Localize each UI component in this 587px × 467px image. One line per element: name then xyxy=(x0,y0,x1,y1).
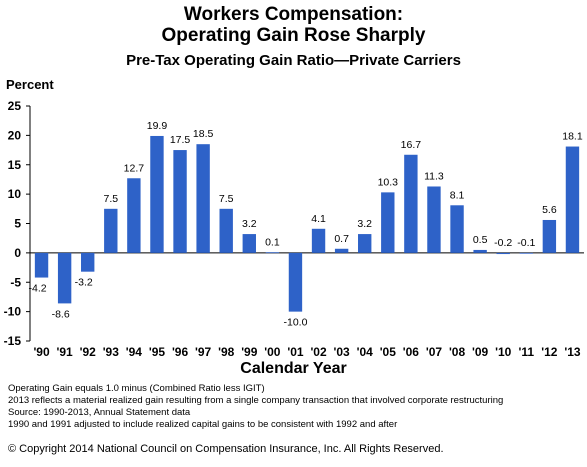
data-label: 16.7 xyxy=(401,139,422,151)
x-tick-label: '91 xyxy=(57,345,74,359)
data-label: 10.3 xyxy=(378,176,399,188)
x-tick-label: '97 xyxy=(195,345,212,359)
x-tick-label: '98 xyxy=(218,345,235,359)
copyright-notice: © Copyright 2014 National Council on Com… xyxy=(8,443,444,455)
bar xyxy=(173,150,187,253)
x-tick-label: '07 xyxy=(426,345,443,359)
footnote-4: 1990 and 1991 adjusted to include realiz… xyxy=(8,419,398,430)
x-tick-label: '11 xyxy=(519,345,535,359)
data-label: 19.9 xyxy=(147,120,168,132)
y-axis-label: Percent xyxy=(6,77,54,92)
y-tick-label: -10 xyxy=(4,305,22,319)
data-label: -3.2 xyxy=(75,277,93,289)
bar xyxy=(219,208,233,253)
bar xyxy=(519,252,533,254)
data-label: -0.1 xyxy=(517,237,535,249)
bar xyxy=(542,219,557,253)
data-label: 0.7 xyxy=(334,233,349,245)
data-label: 3.2 xyxy=(357,218,372,230)
x-tick-label: '01 xyxy=(287,345,304,359)
data-label: 18.1 xyxy=(562,131,583,143)
bar xyxy=(450,205,464,253)
bar xyxy=(288,252,303,312)
data-label: -0.2 xyxy=(494,237,512,249)
data-label: 0.1 xyxy=(265,236,280,248)
x-tick-label: '05 xyxy=(380,345,397,359)
bar xyxy=(427,186,441,253)
y-tick-label: 15 xyxy=(8,158,22,172)
bar xyxy=(57,252,72,304)
bar xyxy=(565,146,580,253)
y-tick-label: -15 xyxy=(4,334,22,348)
bar xyxy=(34,252,49,278)
x-tick-label: '99 xyxy=(241,345,258,359)
bar xyxy=(381,192,395,253)
data-label: -10.0 xyxy=(283,317,307,329)
data-label: 17.5 xyxy=(170,134,191,146)
bar-chart: 25 20 15 10 5 0 -5 -10 -15 -4.2 '90 -8.6 '91 -3.2 '92 7… xyxy=(4,99,584,359)
data-label: 7.5 xyxy=(103,193,118,205)
data-label: 12.7 xyxy=(124,162,145,174)
bar xyxy=(104,208,118,253)
x-tick-label: '92 xyxy=(80,345,97,359)
data-label: 5.6 xyxy=(542,204,557,216)
bar xyxy=(242,234,256,253)
x-tick-label: '06 xyxy=(403,345,420,359)
x-tick-label: '03 xyxy=(334,345,351,359)
x-tick-label: '08 xyxy=(449,345,466,359)
x-tick-label: '94 xyxy=(126,345,143,359)
chart-title-line2: Operating Gain Rose Sharply xyxy=(161,25,426,46)
x-tick-label: '90 xyxy=(33,345,50,359)
x-axis-label: Calendar Year xyxy=(240,360,347,377)
footnote-2: 2013 reflects a material realized gain r… xyxy=(8,395,504,406)
data-label: -8.6 xyxy=(52,308,70,320)
y-tick-label: 25 xyxy=(8,99,22,113)
x-tick-label: '02 xyxy=(310,345,327,359)
y-tick-label: 20 xyxy=(8,128,22,142)
x-tick-label: '04 xyxy=(357,345,374,359)
x-tick-label: '10 xyxy=(495,345,512,359)
bar xyxy=(496,252,510,255)
bar xyxy=(81,252,95,272)
data-label: 3.2 xyxy=(242,218,257,230)
x-tick-label: '09 xyxy=(472,345,489,359)
bar xyxy=(473,249,487,253)
data-label: 8.1 xyxy=(450,189,465,201)
bar xyxy=(196,144,210,253)
footnote-3: Source: 1990-2013, Annual Statement data xyxy=(8,407,191,418)
bar xyxy=(265,252,280,254)
data-label: 0.5 xyxy=(473,234,488,246)
y-tick-label: 0 xyxy=(14,246,21,260)
y-tick-label: 5 xyxy=(14,217,21,231)
x-tick-label: '93 xyxy=(103,345,120,359)
bar xyxy=(404,154,418,253)
chart-subtitle: Pre-Tax Operating Gain Ratio—Private Car… xyxy=(126,52,461,69)
bar xyxy=(358,234,372,253)
y-tick-label: 10 xyxy=(8,187,22,201)
y-tick-label: -5 xyxy=(10,275,21,289)
x-tick-label: '96 xyxy=(172,345,189,359)
bar xyxy=(334,248,349,253)
x-tick-label: '12 xyxy=(541,345,558,359)
x-tick-label: '13 xyxy=(564,345,581,359)
data-label: 11.3 xyxy=(424,170,444,182)
data-label: 4.1 xyxy=(311,213,326,225)
data-label: 7.5 xyxy=(219,193,234,205)
bar xyxy=(311,228,326,253)
footnote-1: Operating Gain equals 1.0 minus (Combine… xyxy=(8,383,265,394)
x-tick-label: '00 xyxy=(264,345,281,359)
chart-title-line1: Workers Compensation: xyxy=(183,4,404,25)
bar xyxy=(127,178,141,253)
data-label: 18.5 xyxy=(193,128,214,140)
data-label: -4.2 xyxy=(28,283,46,295)
x-tick-label: '95 xyxy=(149,345,166,359)
bar xyxy=(150,135,164,253)
